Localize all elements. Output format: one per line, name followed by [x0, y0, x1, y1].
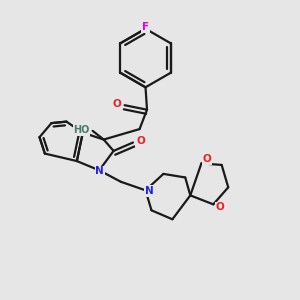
Text: O: O	[202, 154, 211, 164]
Text: O: O	[215, 202, 224, 212]
Text: N: N	[95, 166, 104, 176]
Text: HO: HO	[73, 125, 89, 135]
Text: O: O	[136, 136, 145, 146]
Text: O: O	[113, 99, 122, 109]
Text: N: N	[145, 186, 154, 196]
Text: F: F	[142, 22, 149, 32]
